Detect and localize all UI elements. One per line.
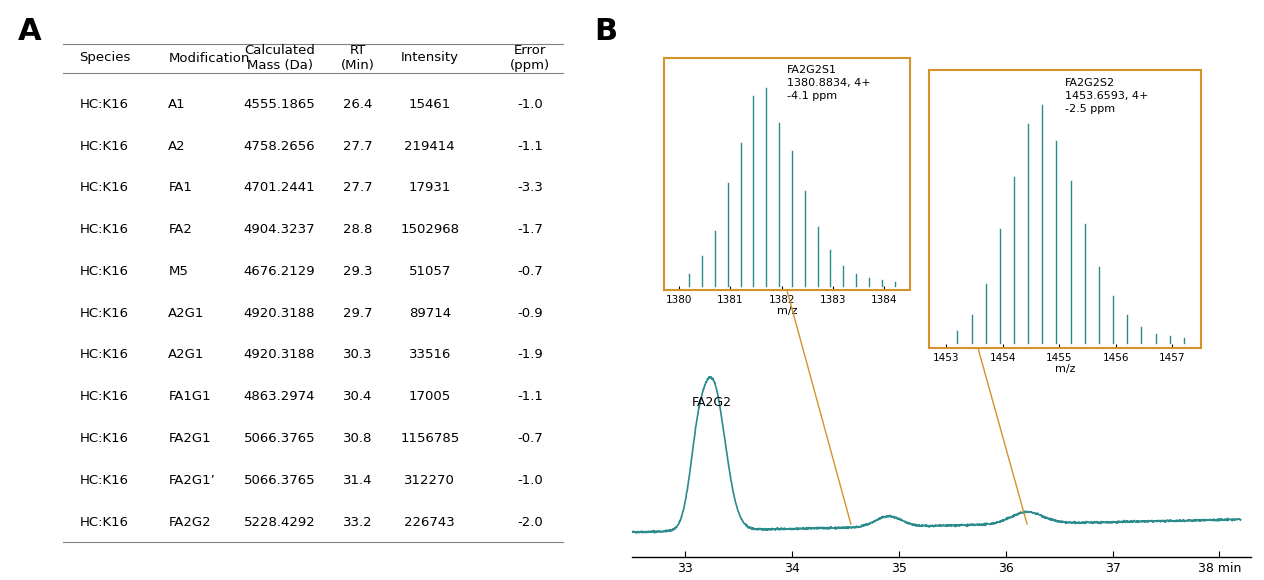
- Text: 1156785: 1156785: [401, 432, 459, 445]
- Text: 30.4: 30.4: [343, 390, 372, 403]
- Text: -0.7: -0.7: [517, 432, 542, 445]
- Text: -3.3: -3.3: [517, 182, 542, 194]
- Text: -0.7: -0.7: [517, 265, 542, 278]
- Text: Error
(ppm): Error (ppm): [509, 44, 550, 72]
- Text: Intensity: Intensity: [401, 52, 459, 64]
- Text: A2G1: A2G1: [168, 349, 205, 361]
- Text: M5: M5: [168, 265, 188, 278]
- Text: Calculated
Mass (Da): Calculated Mass (Da): [244, 44, 315, 72]
- Text: 30.8: 30.8: [343, 432, 372, 445]
- Text: -1.7: -1.7: [517, 223, 542, 236]
- Text: HC:K16: HC:K16: [80, 223, 129, 236]
- Text: HC:K16: HC:K16: [80, 349, 129, 361]
- Text: FA2G2: FA2G2: [168, 516, 211, 528]
- Text: 30.3: 30.3: [343, 349, 372, 361]
- Text: Species: Species: [80, 52, 130, 64]
- Text: -1.0: -1.0: [517, 98, 542, 111]
- Text: FA2G2: FA2G2: [693, 396, 732, 409]
- Text: A1: A1: [168, 98, 186, 111]
- X-axis label: m/z: m/z: [1054, 364, 1076, 374]
- Text: -2.0: -2.0: [517, 516, 542, 528]
- Text: 28.8: 28.8: [343, 223, 372, 236]
- Text: 29.3: 29.3: [343, 265, 372, 278]
- Text: 4920.3188: 4920.3188: [244, 349, 315, 361]
- Text: HC:K16: HC:K16: [80, 390, 129, 403]
- Text: 5066.3765: 5066.3765: [244, 432, 316, 445]
- Text: HC:K16: HC:K16: [80, 432, 129, 445]
- Text: 15461: 15461: [408, 98, 451, 111]
- Text: A2: A2: [168, 140, 186, 153]
- Text: 26.4: 26.4: [343, 98, 372, 111]
- Text: 5066.3765: 5066.3765: [244, 474, 316, 487]
- Text: 219414: 219414: [404, 140, 455, 153]
- Text: -0.9: -0.9: [517, 307, 542, 320]
- Text: FA2G1’: FA2G1’: [168, 474, 215, 487]
- Text: B: B: [594, 17, 617, 46]
- Text: -1.1: -1.1: [517, 390, 542, 403]
- Text: A: A: [18, 17, 42, 46]
- Text: 33.2: 33.2: [343, 516, 373, 528]
- Text: RT
(Min): RT (Min): [340, 44, 374, 72]
- Text: HC:K16: HC:K16: [80, 265, 129, 278]
- Text: 27.7: 27.7: [343, 140, 373, 153]
- Text: 1502968: 1502968: [401, 223, 459, 236]
- Text: 5228.4292: 5228.4292: [244, 516, 316, 528]
- Text: 33516: 33516: [408, 349, 451, 361]
- Text: HC:K16: HC:K16: [80, 516, 129, 528]
- Text: -1.9: -1.9: [517, 349, 542, 361]
- Text: 51057: 51057: [408, 265, 451, 278]
- Text: 4920.3188: 4920.3188: [244, 307, 315, 320]
- Text: HC:K16: HC:K16: [80, 182, 129, 194]
- Text: Modification: Modification: [168, 52, 250, 64]
- Text: HC:K16: HC:K16: [80, 98, 129, 111]
- Text: 29.7: 29.7: [343, 307, 372, 320]
- Text: FA2G1: FA2G1: [168, 432, 211, 445]
- Text: 4676.2129: 4676.2129: [244, 265, 316, 278]
- Text: 31.4: 31.4: [343, 474, 372, 487]
- Text: FA2G2S1
1380.8834, 4+
-4.1 ppm: FA2G2S1 1380.8834, 4+ -4.1 ppm: [786, 65, 871, 102]
- Text: 4758.2656: 4758.2656: [244, 140, 316, 153]
- Text: 312270: 312270: [404, 474, 455, 487]
- Text: 226743: 226743: [404, 516, 455, 528]
- Text: FA2: FA2: [168, 223, 192, 236]
- Text: 4904.3237: 4904.3237: [244, 223, 316, 236]
- Text: HC:K16: HC:K16: [80, 140, 129, 153]
- Text: HC:K16: HC:K16: [80, 474, 129, 487]
- Text: -1.1: -1.1: [517, 140, 542, 153]
- Text: 17005: 17005: [408, 390, 451, 403]
- X-axis label: m/z: m/z: [776, 306, 798, 316]
- Text: FA1G1: FA1G1: [168, 390, 211, 403]
- Text: 27.7: 27.7: [343, 182, 373, 194]
- Text: A2G1: A2G1: [168, 307, 205, 320]
- Text: 17931: 17931: [408, 182, 451, 194]
- Text: 4863.2974: 4863.2974: [244, 390, 315, 403]
- Text: 4555.1865: 4555.1865: [244, 98, 316, 111]
- Text: 89714: 89714: [408, 307, 451, 320]
- Text: -1.0: -1.0: [517, 474, 542, 487]
- Text: FA2G2S2
1453.6593, 4+
-2.5 ppm: FA2G2S2 1453.6593, 4+ -2.5 ppm: [1064, 78, 1148, 114]
- Text: HC:K16: HC:K16: [80, 307, 129, 320]
- Text: FA1: FA1: [168, 182, 192, 194]
- Text: 4701.2441: 4701.2441: [244, 182, 316, 194]
